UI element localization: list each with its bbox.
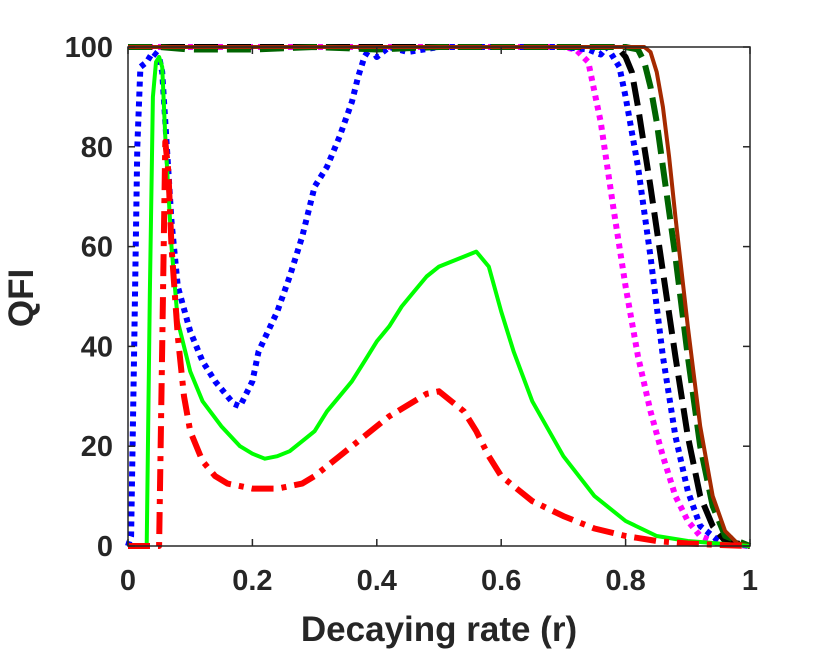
y-axis-label: QFI — [2, 269, 41, 327]
y-tick-label: 60 — [81, 232, 113, 264]
series-line-magenta-dotted — [128, 44, 751, 549]
x-tick-label: 0 — [120, 565, 136, 597]
x-tick-label: 0.6 — [481, 565, 521, 597]
y-tick-label: 80 — [81, 132, 113, 164]
series-line-red-dashdot — [128, 138, 751, 549]
x-tick-label: 1 — [742, 565, 758, 597]
y-tick-label: 40 — [81, 331, 113, 363]
x-tick-label: 0.8 — [605, 565, 645, 597]
series-line-green-dashed — [128, 44, 752, 549]
series-line-blue-dotted — [125, 44, 751, 549]
series-line-brown-solid — [128, 45, 751, 548]
y-tick-label: 100 — [65, 32, 113, 64]
y-tick-label: 0 — [97, 531, 113, 563]
x-tick-label: 0.4 — [357, 565, 397, 597]
x-axis-label: Decaying rate (r) — [301, 610, 577, 649]
y-tick-label: 20 — [81, 431, 113, 463]
plot-frame — [127, 46, 751, 547]
x-tick-label: 0.2 — [232, 565, 272, 597]
series-line-black-dashed — [128, 44, 751, 549]
